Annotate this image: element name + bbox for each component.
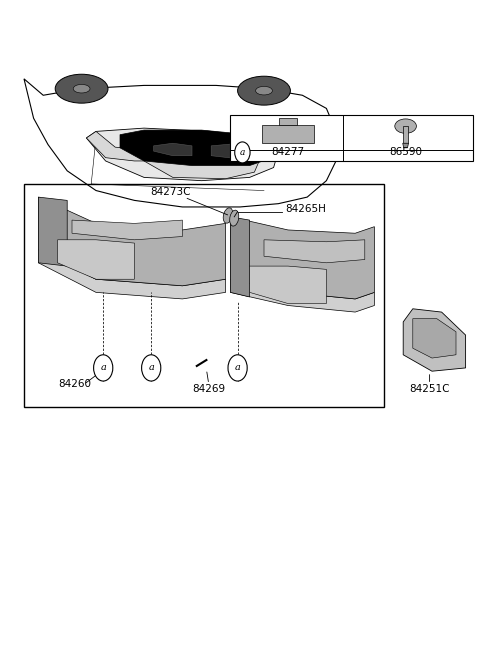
Polygon shape (403, 309, 466, 371)
Polygon shape (250, 266, 326, 304)
Polygon shape (24, 79, 336, 207)
Polygon shape (86, 128, 278, 181)
Polygon shape (413, 319, 456, 358)
Text: a: a (240, 148, 245, 157)
Text: 84260: 84260 (58, 379, 91, 390)
Polygon shape (154, 143, 192, 156)
Polygon shape (58, 240, 134, 279)
Polygon shape (264, 240, 365, 263)
Circle shape (142, 355, 161, 381)
Polygon shape (120, 130, 269, 166)
Polygon shape (86, 131, 144, 161)
Polygon shape (279, 118, 297, 125)
Polygon shape (230, 217, 374, 299)
Polygon shape (403, 126, 408, 143)
Text: 84251C: 84251C (409, 384, 450, 394)
Text: 84273C: 84273C (150, 187, 191, 197)
Polygon shape (262, 125, 314, 143)
Polygon shape (211, 143, 254, 159)
Circle shape (235, 142, 250, 163)
Polygon shape (72, 220, 182, 240)
Text: a: a (235, 363, 240, 373)
Ellipse shape (73, 85, 90, 93)
Text: a: a (100, 363, 106, 373)
Ellipse shape (255, 87, 272, 95)
Circle shape (228, 355, 247, 381)
Polygon shape (144, 150, 259, 179)
Polygon shape (403, 143, 408, 148)
Polygon shape (173, 145, 269, 187)
Ellipse shape (395, 119, 416, 133)
Text: 86590: 86590 (389, 147, 422, 158)
Polygon shape (38, 250, 226, 299)
Polygon shape (38, 197, 226, 286)
Polygon shape (230, 217, 250, 297)
Polygon shape (38, 197, 67, 266)
Polygon shape (91, 126, 173, 184)
Ellipse shape (238, 76, 290, 105)
Polygon shape (230, 279, 374, 312)
Bar (230, 115, 473, 161)
Ellipse shape (223, 208, 233, 223)
Bar (24, 184, 384, 407)
Ellipse shape (55, 74, 108, 103)
Text: 84277: 84277 (271, 147, 305, 158)
Text: 84269: 84269 (192, 384, 226, 394)
Circle shape (94, 355, 113, 381)
Text: 84265H: 84265H (286, 204, 326, 214)
Text: a: a (148, 363, 154, 373)
Ellipse shape (230, 210, 239, 226)
